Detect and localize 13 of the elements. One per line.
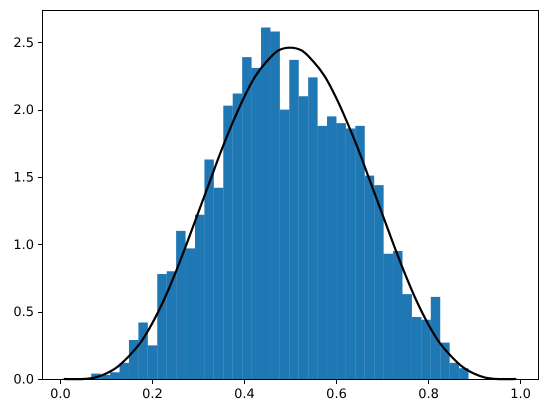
x-tick-label: 0.6 (326, 387, 347, 402)
y-tick-label: 0.5 (13, 305, 34, 320)
y-tick-label: 2.5 (13, 36, 34, 51)
line-series (63, 46, 517, 380)
x-tick-label: 0.4 (234, 387, 255, 402)
x-tick-label: 1.0 (510, 387, 531, 402)
x-tick-label: 0.0 (50, 387, 71, 402)
x-tick-label: 0.2 (142, 387, 163, 402)
y-tick-label: 0.0 (13, 372, 34, 388)
y-tick-label: 1.0 (13, 238, 34, 253)
y-tick-label: 1.5 (13, 170, 34, 186)
x-tick-label: 0.8 (418, 387, 439, 402)
y-tick-label: 2.0 (13, 103, 34, 118)
